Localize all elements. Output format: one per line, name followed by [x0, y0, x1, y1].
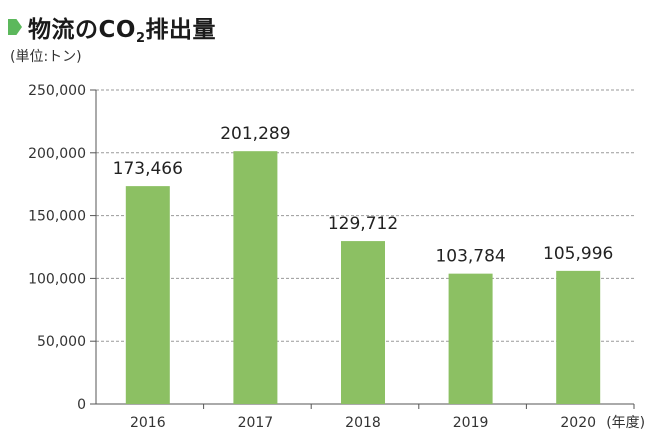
- y-axis-tick-label: 250,000: [28, 83, 86, 99]
- bar-value-label: 103,784: [435, 247, 505, 267]
- y-axis-tick-label: 50,000: [37, 334, 86, 350]
- y-axis-unit-label: (単位:トン): [10, 49, 82, 65]
- x-axis-tick-label: 2016: [130, 415, 166, 431]
- chart-title: 物流のCO2排出量: [8, 10, 216, 46]
- y-axis-tick-label: 0: [77, 397, 86, 413]
- x-axis-tick-label: 2020: [560, 415, 596, 431]
- bar: [556, 270, 601, 404]
- bar-value-label: 173,466: [113, 159, 183, 179]
- bar: [448, 273, 493, 404]
- bar: [125, 186, 170, 404]
- bar-value-label: 105,996: [543, 244, 613, 264]
- axes: [90, 89, 635, 409]
- y-axis-tick-label: 200,000: [28, 146, 86, 162]
- chart-title-main: 物流のCO: [28, 17, 136, 43]
- x-axis-tick-label: 2017: [238, 415, 274, 431]
- y-axis-tick-label: 150,000: [28, 209, 86, 225]
- chart-title-tail: 排出量: [145, 17, 216, 43]
- x-axis-tick-label: 2018: [345, 415, 381, 431]
- x-axis-unit-label: (年度): [606, 415, 645, 431]
- y-axis-tick-label: 100,000: [28, 271, 86, 287]
- x-axis-tick-label: 2019: [453, 415, 489, 431]
- bar-value-label: 129,712: [328, 214, 398, 234]
- bar-value-label: 201,289: [220, 124, 290, 144]
- title-marker-icon: [8, 19, 22, 35]
- bar: [341, 241, 385, 404]
- bars: [125, 151, 601, 404]
- chart-title-subscript: 2: [135, 31, 146, 46]
- labels: 0 50,000 100,000 150,000 200,000 250,000 173,4…: [28, 83, 645, 431]
- bar: [233, 151, 278, 404]
- chart-title-text: 物流のCO2排出量: [28, 10, 216, 46]
